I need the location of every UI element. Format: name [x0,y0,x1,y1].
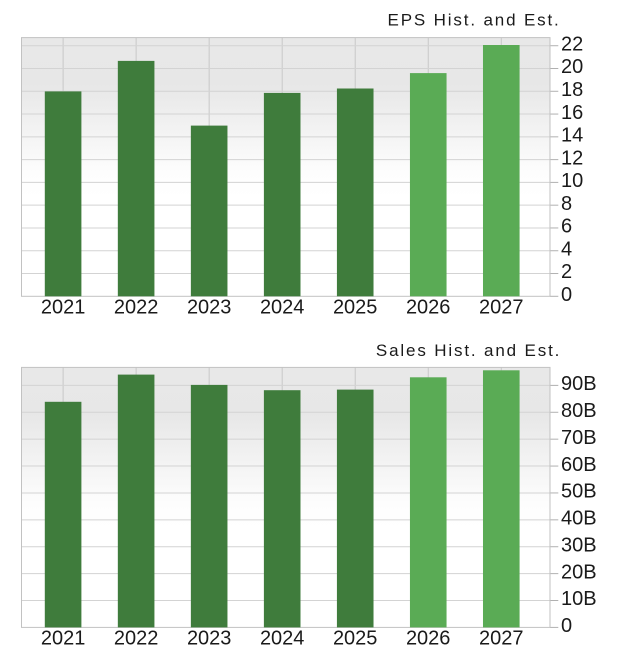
svg-text:2024: 2024 [260,297,305,319]
svg-text:2021: 2021 [41,627,86,649]
svg-text:2026: 2026 [406,627,451,649]
svg-text:6: 6 [561,216,572,238]
svg-text:30B: 30B [561,534,597,556]
svg-text:2: 2 [561,261,572,283]
svg-text:10: 10 [561,170,583,192]
svg-text:40B: 40B [561,508,597,530]
svg-text:EPS Hist. and Est.: EPS Hist. and Est. [388,10,561,29]
svg-text:2024: 2024 [260,627,305,649]
svg-text:0: 0 [561,284,572,306]
svg-text:22: 22 [561,33,583,55]
svg-text:2025: 2025 [333,627,378,649]
svg-text:2021: 2021 [41,297,86,319]
svg-text:2027: 2027 [479,297,524,319]
svg-text:4: 4 [561,238,572,260]
svg-text:80B: 80B [561,400,597,422]
svg-text:8: 8 [561,193,572,215]
svg-text:60B: 60B [561,454,597,476]
svg-text:12: 12 [561,147,583,169]
svg-text:10B: 10B [561,588,597,610]
svg-text:Sales Hist. and Est.: Sales Hist. and Est. [376,341,561,360]
svg-text:50B: 50B [561,481,597,503]
svg-text:0: 0 [561,615,572,637]
svg-text:2022: 2022 [114,297,159,319]
svg-text:16: 16 [561,102,583,124]
svg-text:20: 20 [561,56,583,78]
svg-text:2022: 2022 [114,627,159,649]
svg-text:90B: 90B [561,373,597,395]
svg-text:2023: 2023 [187,297,232,319]
svg-text:2027: 2027 [479,627,524,649]
svg-text:2025: 2025 [333,297,378,319]
svg-text:14: 14 [561,125,583,147]
svg-text:20B: 20B [561,561,597,583]
svg-text:2026: 2026 [406,297,451,319]
svg-text:18: 18 [561,79,583,101]
svg-text:70B: 70B [561,427,597,449]
svg-text:2023: 2023 [187,627,232,649]
